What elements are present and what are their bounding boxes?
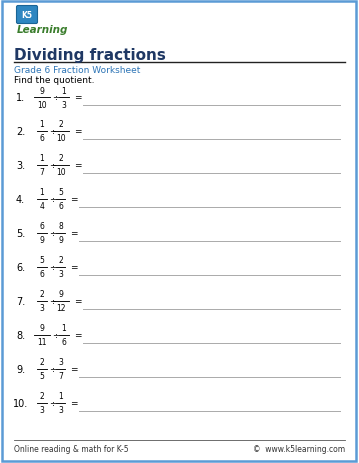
Text: =: =: [70, 195, 78, 204]
Text: 3: 3: [58, 406, 63, 414]
Text: 10: 10: [56, 134, 65, 143]
Text: ÷: ÷: [49, 195, 56, 204]
Text: 5: 5: [39, 372, 45, 381]
Text: 10: 10: [56, 168, 65, 177]
Text: =: =: [74, 297, 81, 306]
Text: 4.: 4.: [16, 194, 25, 205]
Text: ÷: ÷: [49, 297, 56, 306]
Text: ÷: ÷: [52, 331, 59, 340]
Text: 6: 6: [39, 270, 45, 279]
Text: 2: 2: [58, 120, 63, 129]
Text: 2: 2: [58, 256, 63, 265]
Text: =: =: [70, 229, 78, 238]
Text: 6: 6: [61, 338, 66, 347]
Text: =: =: [70, 399, 78, 407]
Text: 9: 9: [39, 236, 45, 245]
Text: 1: 1: [61, 324, 66, 333]
Text: 1.: 1.: [16, 93, 25, 103]
FancyBboxPatch shape: [17, 6, 37, 25]
Text: 1: 1: [61, 86, 66, 95]
Text: 6.: 6.: [16, 263, 25, 272]
Text: 3: 3: [58, 358, 63, 367]
Text: 3: 3: [58, 270, 63, 279]
Text: 12: 12: [56, 304, 65, 313]
Text: 7: 7: [58, 372, 63, 381]
Text: =: =: [74, 127, 81, 136]
Text: 7.: 7.: [16, 296, 25, 307]
Text: 6: 6: [39, 222, 45, 231]
Text: 3: 3: [61, 100, 66, 109]
Text: 9.: 9.: [16, 364, 25, 374]
Text: 9: 9: [58, 236, 63, 245]
Text: ÷: ÷: [49, 127, 56, 136]
Text: ÷: ÷: [52, 94, 59, 102]
Text: 2: 2: [39, 392, 45, 400]
Text: 2.: 2.: [16, 127, 25, 137]
Text: =: =: [74, 161, 81, 170]
Text: 1: 1: [58, 392, 63, 400]
Text: ÷: ÷: [49, 229, 56, 238]
Text: 8: 8: [58, 222, 63, 231]
Text: Learning: Learning: [17, 25, 68, 35]
Text: 2: 2: [39, 290, 45, 299]
Text: =: =: [70, 365, 78, 374]
Text: 2: 2: [58, 154, 63, 163]
Text: 7: 7: [39, 168, 45, 177]
Text: 5: 5: [39, 256, 45, 265]
Text: ÷: ÷: [49, 399, 56, 407]
Text: Find the quotient.: Find the quotient.: [14, 76, 94, 85]
Text: 1: 1: [39, 120, 45, 129]
Text: =: =: [74, 331, 81, 340]
Text: 1: 1: [39, 188, 45, 197]
Text: ÷: ÷: [49, 263, 56, 272]
Text: K5: K5: [22, 11, 33, 20]
Text: =: =: [74, 94, 81, 102]
Text: 9: 9: [58, 290, 63, 299]
Text: Dividing fractions: Dividing fractions: [14, 48, 166, 63]
Text: 10: 10: [37, 100, 47, 109]
Text: 5.: 5.: [16, 229, 25, 238]
Text: 6: 6: [58, 202, 63, 211]
Text: Grade 6 Fraction Worksheet: Grade 6 Fraction Worksheet: [14, 66, 140, 75]
Text: 9: 9: [39, 86, 45, 95]
Text: 3: 3: [39, 406, 45, 414]
Text: 4: 4: [39, 202, 45, 211]
Text: 2: 2: [39, 358, 45, 367]
Text: 8.: 8.: [16, 330, 25, 340]
Text: 11: 11: [37, 338, 47, 347]
Text: 3.: 3.: [16, 161, 25, 171]
Text: 3: 3: [39, 304, 45, 313]
Text: ©  www.k5learning.com: © www.k5learning.com: [253, 444, 345, 453]
Text: 10.: 10.: [13, 398, 28, 408]
Text: Online reading & math for K-5: Online reading & math for K-5: [14, 444, 129, 453]
Text: 1: 1: [39, 154, 45, 163]
Text: ÷: ÷: [49, 365, 56, 374]
Text: =: =: [70, 263, 78, 272]
Text: 9: 9: [39, 324, 45, 333]
Text: ÷: ÷: [49, 161, 56, 170]
Text: 6: 6: [39, 134, 45, 143]
Text: 5: 5: [58, 188, 63, 197]
